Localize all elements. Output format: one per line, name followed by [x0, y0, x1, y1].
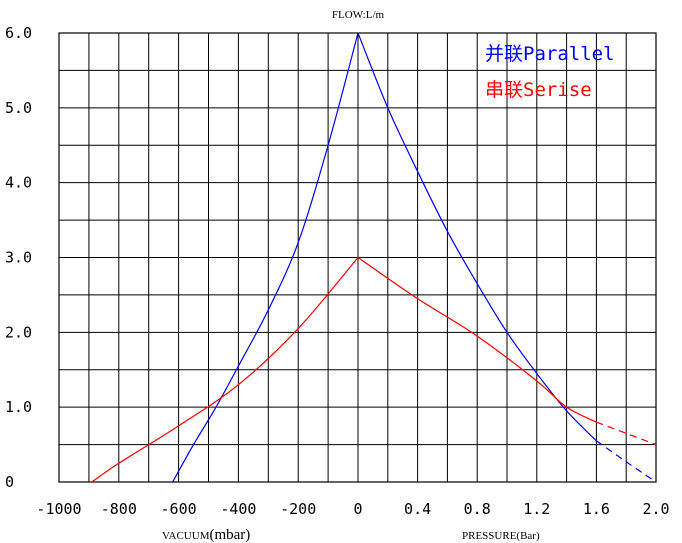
x-tick-label-pressure: 1.2	[523, 500, 550, 518]
x-tick-labels: -1000 -800 -600 -400 -200 0 0.4 0.8 1.2 1.6 2.0	[36, 500, 669, 518]
y-tick-label: 3.0	[5, 249, 32, 267]
y-tick-label: 5.0	[5, 99, 32, 117]
legend-entry-parallel: 并联Parallel	[485, 43, 615, 65]
x-tick-label-vacuum: -200	[280, 500, 316, 518]
y-tick-label: 4.0	[5, 174, 32, 192]
series-group	[91, 32, 657, 483]
legend: 并联Parallel 串联Serise	[485, 43, 615, 101]
y-tick-labels: 0 1.0 2.0 3.0 4.0 5.0 6.0	[5, 24, 32, 491]
x-tick-label-vacuum: -800	[101, 500, 137, 518]
series-line-serise-vacuum	[91, 257, 359, 483]
y-tick-label: 6.0	[5, 24, 32, 42]
series-line-serise-pressure	[357, 257, 597, 423]
x-tick-label-pressure: 1.6	[583, 500, 610, 518]
pressure-axis-label: PRESSURE(Bar)	[462, 530, 540, 542]
x-tick-label-pressure: 2.0	[642, 500, 669, 518]
x-tick-label-vacuum: -1000	[36, 500, 81, 518]
y-tick-label: 1.0	[5, 398, 32, 416]
series-line-parallel-extrapolated	[596, 440, 657, 483]
x-tick-label-vacuum: -600	[161, 500, 197, 518]
x-tick-label-vacuum: 0	[353, 500, 362, 518]
legend-entry-serise: 串联Serise	[485, 79, 592, 101]
vacuum-axis-label: VACUUM(mbar)	[162, 527, 250, 543]
x-tick-label-pressure: 0.8	[464, 500, 491, 518]
x-tick-label-pressure: 0.4	[404, 500, 431, 518]
series-line-parallel-vacuum	[172, 32, 359, 483]
y-tick-label: 2.0	[5, 323, 32, 341]
chart-title: FLOW:L/m	[332, 9, 385, 21]
y-tick-label: 0	[5, 473, 14, 491]
x-tick-label-vacuum: -400	[220, 500, 256, 518]
